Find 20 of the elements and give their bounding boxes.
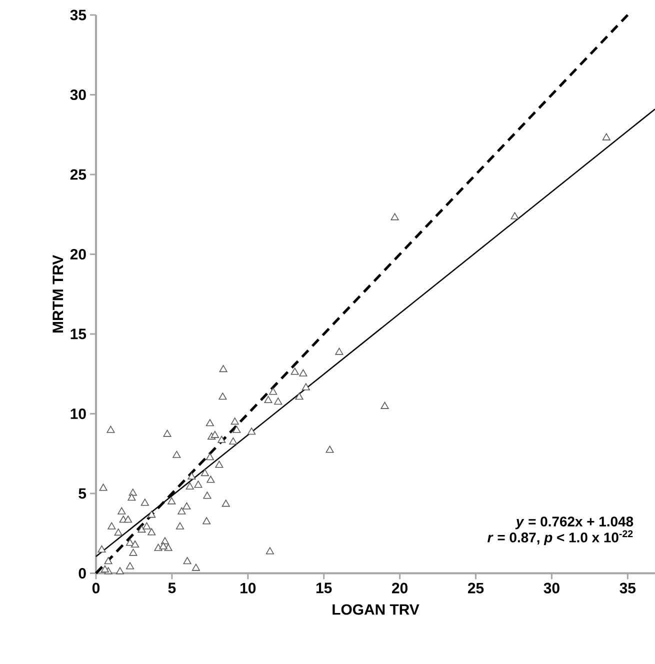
annotation: r = 0.87, p < 1.0 x 10$^{-22}$: [488, 530, 633, 546]
y-axis-title: MRTM TRV: [52, 254, 64, 332]
x-tick-label: 15: [316, 582, 332, 594]
x-tick-label: 35: [620, 582, 636, 594]
y-tick-label: 25: [70, 169, 86, 180]
x-tick-label: 10: [240, 582, 256, 594]
y-tick-label: 35: [70, 10, 86, 20]
x-tick-label: 5: [168, 582, 176, 594]
y-tick-label: 5: [78, 488, 86, 499]
x-tick-label: 0: [92, 582, 100, 594]
x-axis-title: LOGAN TRV: [332, 604, 420, 615]
x-tick-label: 30: [544, 582, 560, 594]
x-tick-label: 25: [468, 582, 484, 594]
y-tick-label: 15: [70, 328, 86, 340]
y-tick-label: 20: [70, 248, 86, 260]
y-tick-label: 10: [70, 408, 86, 420]
annotation: y = 0.762x + 1.048: [515, 516, 634, 530]
y-tick-label: 0: [78, 568, 86, 579]
y-tick-label: 30: [70, 89, 86, 100]
x-tick-label: 20: [392, 582, 408, 594]
